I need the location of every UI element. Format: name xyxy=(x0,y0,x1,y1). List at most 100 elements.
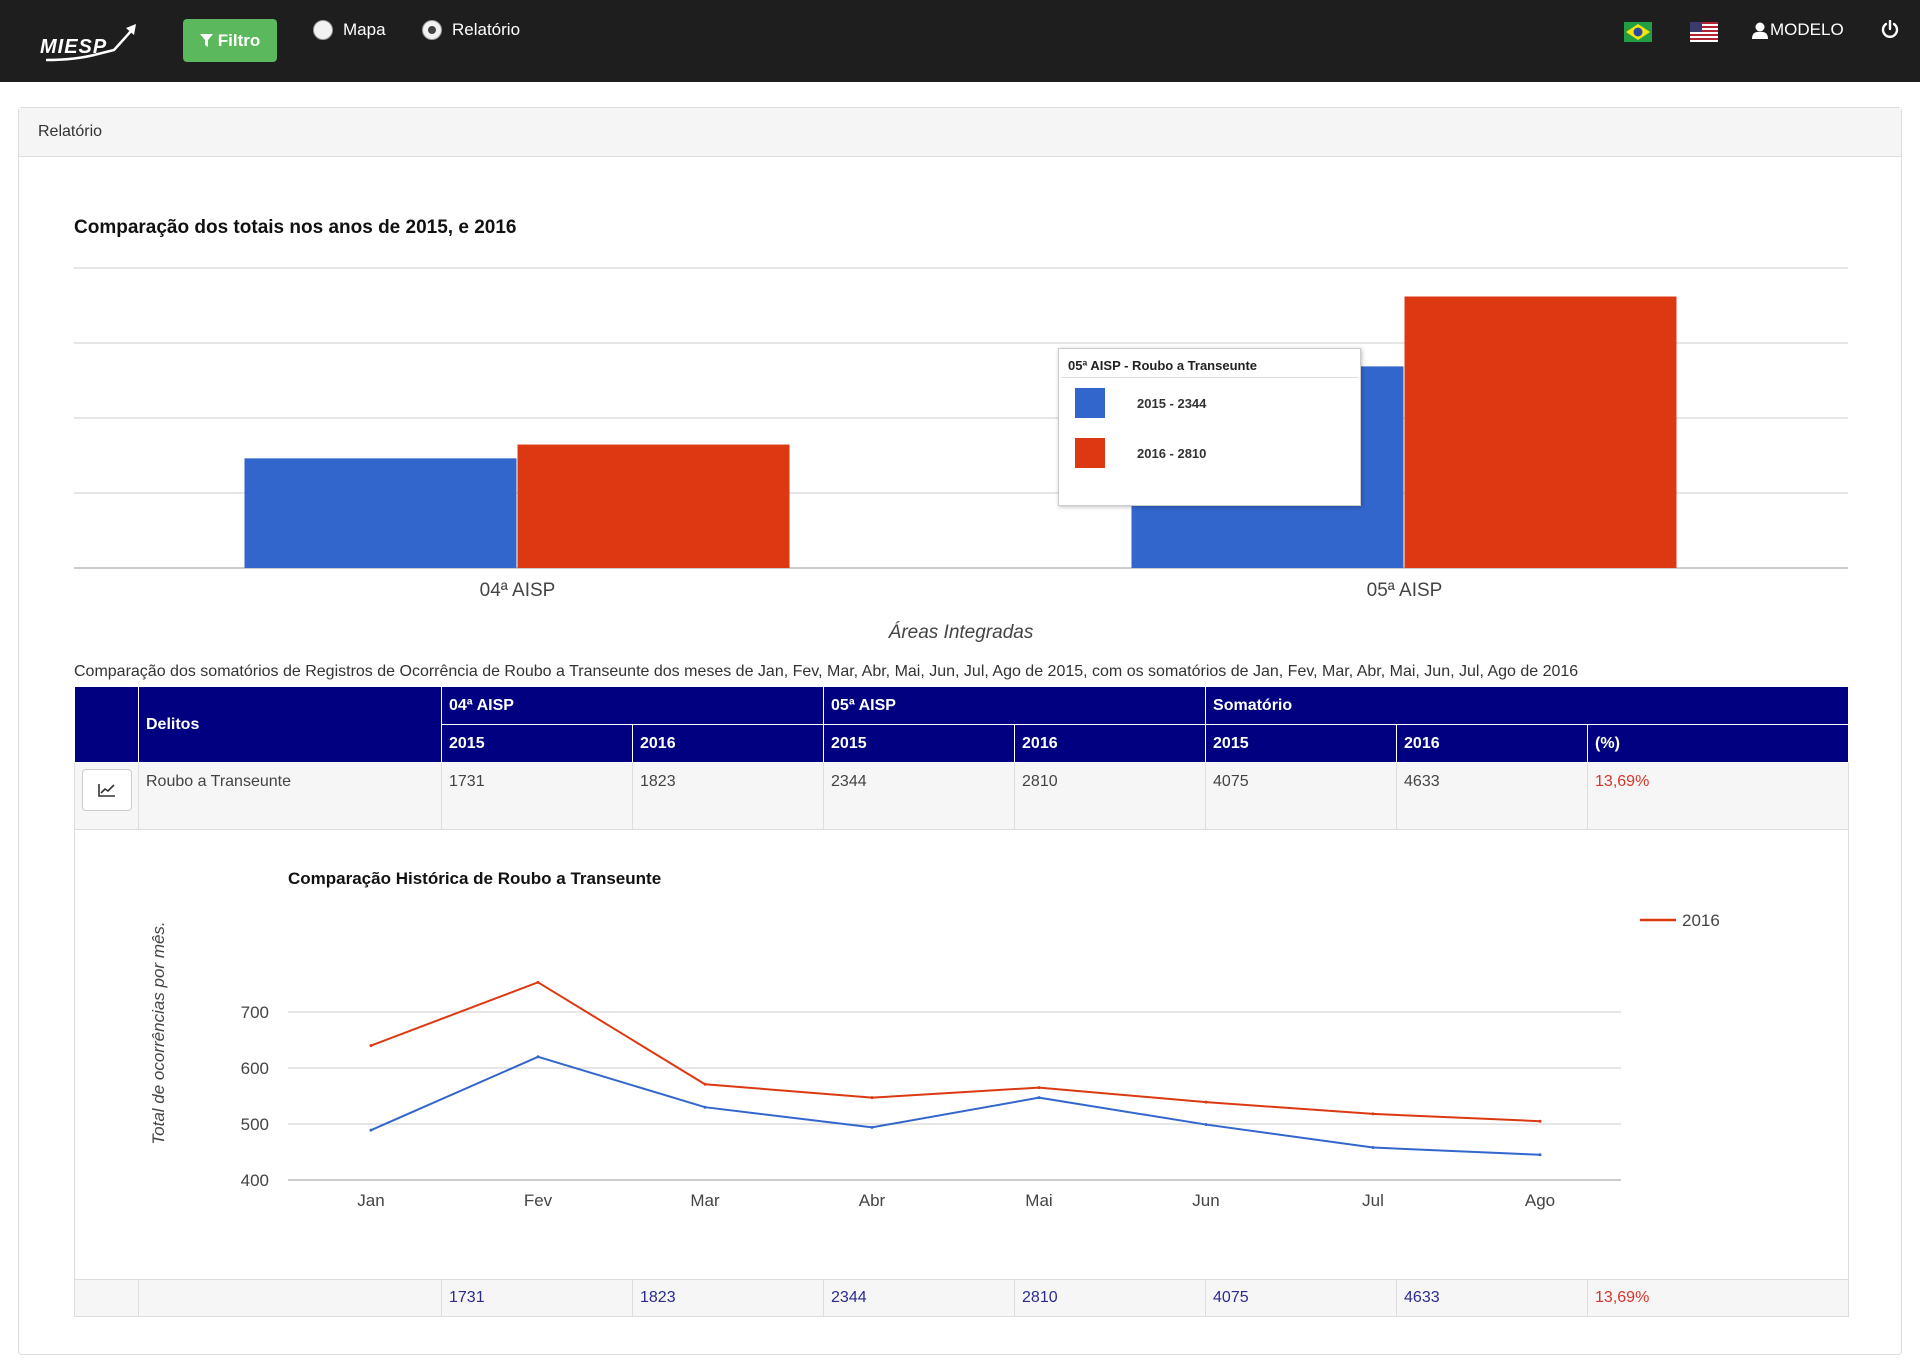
header-05-aisp: 05ª AISP xyxy=(823,686,1207,725)
cell-sum-2016: 4633 xyxy=(1396,762,1589,830)
subheader-2015: 2015 xyxy=(823,724,1016,763)
cell-04-2016: 1823 xyxy=(631,762,825,830)
line-series-0 xyxy=(370,1055,1541,1156)
chart-cell xyxy=(73,829,1850,1280)
bar-2016 xyxy=(517,444,790,568)
total-label-blank xyxy=(138,1279,442,1317)
row-label: Roubo a Transeunte xyxy=(138,762,442,830)
cell-percent: 13,69% xyxy=(1587,762,1850,830)
x-tick-label: Fev xyxy=(524,1191,553,1210)
total-sum-2015: 4075 xyxy=(1205,1279,1398,1317)
user-name: MODELO xyxy=(1770,20,1844,39)
y-tick-label: 700 xyxy=(241,1003,269,1022)
filter-button[interactable]: Filtro xyxy=(183,19,277,62)
subheader-2016: 2016 xyxy=(1396,724,1589,763)
subheader-2015: 2015 xyxy=(1205,724,1398,763)
line-point xyxy=(1538,1119,1542,1123)
trend-arrow-icon xyxy=(45,24,136,62)
line-chart: Comparação Histórica de Roubo a Transeun… xyxy=(149,869,1720,1210)
header-delitos: Delitos xyxy=(138,686,442,763)
total-04-2016: 1823 xyxy=(631,1279,825,1317)
tooltip-row-2016: 2016 - 2810 xyxy=(1075,433,1345,473)
line-point xyxy=(1037,1096,1041,1100)
line-point xyxy=(536,980,540,984)
total-05-2015: 2344 xyxy=(823,1279,1016,1317)
app-logo[interactable]: MIESP xyxy=(36,16,154,68)
chart-tooltip: 05ª AISP - Roubo a Transeunte 2015 - 234… xyxy=(1058,348,1361,506)
show-chart-button[interactable] xyxy=(82,769,132,811)
logo-text: MIESP xyxy=(40,36,108,58)
chart-toggle-cell xyxy=(74,762,139,830)
total-05-2016: 2810 xyxy=(1014,1279,1207,1317)
total-percent: 13,69% xyxy=(1587,1279,1850,1317)
line-point xyxy=(369,1128,373,1132)
radio-relatorio-label: Relatório xyxy=(452,20,521,39)
y-axis-title: Total de ocorrências por mês. xyxy=(149,921,168,1144)
y-tick-label: 500 xyxy=(241,1115,269,1134)
legend-label-2016: 2016 xyxy=(1682,911,1720,930)
table-row: Roubo a Transeunte 1731 1823 2344 2810 4… xyxy=(74,762,1850,830)
chart-row xyxy=(73,829,1850,1280)
subheader-2016: 2016 xyxy=(631,724,825,763)
tooltip-swatch-2016 xyxy=(1075,438,1105,468)
x-tick-label: Mar xyxy=(690,1191,720,1210)
user-menu[interactable]: MODELO xyxy=(1752,20,1844,40)
tooltip-title: 05ª AISP - Roubo a Transeunte xyxy=(1061,349,1358,378)
user-icon xyxy=(1752,22,1768,39)
line-point xyxy=(870,1125,874,1129)
y-tick-label: 400 xyxy=(241,1171,269,1190)
line-point xyxy=(536,1055,540,1059)
bar-chart-title: Comparação dos totais nos anos de 2015, … xyxy=(74,217,517,238)
line-point xyxy=(1371,1112,1375,1116)
top-navbar: MIESP Filtro Mapa Relatório MODELO xyxy=(0,0,1920,82)
line-point xyxy=(1538,1153,1542,1157)
line-point xyxy=(1371,1146,1375,1150)
radio-relatorio[interactable]: Relatório xyxy=(422,20,520,40)
line-point xyxy=(1204,1100,1208,1104)
y-tick-label: 600 xyxy=(241,1059,269,1078)
header-blank xyxy=(74,686,139,763)
line-point xyxy=(870,1096,874,1100)
usa-flag-icon[interactable] xyxy=(1690,20,1718,44)
header-04-aisp: 04ª AISP xyxy=(440,686,825,725)
bar-x-axis-title: Áreas Integradas xyxy=(888,622,1034,643)
bar-category-label: 04ª AISP xyxy=(480,580,556,601)
subheader-2015: 2015 xyxy=(441,724,633,763)
radio-mapa[interactable]: Mapa xyxy=(313,20,386,40)
x-tick-label: Jun xyxy=(1192,1191,1219,1210)
comparison-table: Delitos 04ª AISP 05ª AISP Somatório 2015… xyxy=(73,686,1850,1317)
x-tick-label: Jul xyxy=(1362,1191,1384,1210)
line-point xyxy=(703,1082,707,1086)
tooltip-row-2015: 2015 - 2344 xyxy=(1075,383,1345,423)
brazil-flag-icon[interactable] xyxy=(1624,20,1652,44)
power-icon[interactable] xyxy=(1881,20,1899,38)
table-caption: Comparação dos somatórios de Registros d… xyxy=(74,663,1579,680)
line-series-1 xyxy=(370,981,1541,1123)
x-tick-label: Mai xyxy=(1025,1191,1052,1210)
x-tick-label: Abr xyxy=(859,1191,886,1210)
filter-icon xyxy=(199,33,213,47)
cell-05-2015: 2344 xyxy=(823,762,1016,830)
x-tick-label: Ago xyxy=(1525,1191,1555,1210)
line-chart-title: Comparação Histórica de Roubo a Transeun… xyxy=(288,869,661,888)
line-point xyxy=(703,1105,707,1109)
cell-sum-2015: 4075 xyxy=(1205,762,1398,830)
radio-mapa-circle[interactable] xyxy=(313,20,333,40)
bar-chart: 04ª AISP 05ª AISP Áreas Integradas xyxy=(74,267,1848,643)
cell-04-2015: 1731 xyxy=(441,762,633,830)
subheader-2016: 2016 xyxy=(1014,724,1207,763)
report-panel: Relatório xyxy=(18,107,1902,1355)
panel-heading: Relatório xyxy=(19,108,1901,157)
cell-05-2016: 2810 xyxy=(1014,762,1207,830)
total-04-2015: 1731 xyxy=(441,1279,633,1317)
filter-button-label: Filtro xyxy=(217,30,261,50)
bar-category-label: 05ª AISP xyxy=(1367,580,1443,601)
subheader-percent: (%) xyxy=(1587,724,1850,763)
line-point xyxy=(1037,1086,1041,1090)
radio-mapa-label: Mapa xyxy=(343,20,386,39)
tooltip-swatch-2015 xyxy=(1075,388,1105,418)
total-blank xyxy=(74,1279,139,1317)
line-point xyxy=(1204,1123,1208,1127)
radio-relatorio-circle[interactable] xyxy=(422,20,442,40)
totals-row: 1731 1823 2344 2810 4075 4633 13,69% xyxy=(74,1279,1850,1317)
